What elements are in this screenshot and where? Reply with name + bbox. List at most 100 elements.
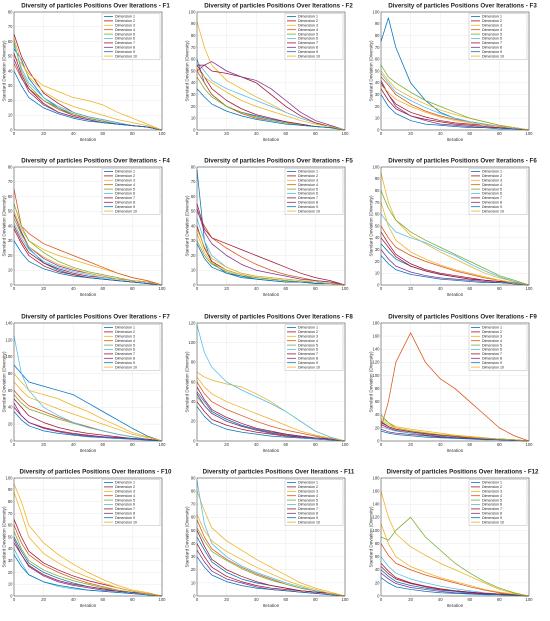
y-tick-label: 160 bbox=[372, 333, 380, 338]
series-line-dimension-8 bbox=[197, 61, 346, 131]
x-tick-label: 100 bbox=[525, 442, 533, 447]
y-axis-label: Standard Deviation (Diversity) bbox=[185, 351, 190, 412]
y-tick-label: 70 bbox=[374, 45, 379, 50]
legend-entry: Dimension 4 bbox=[115, 183, 135, 187]
x-tick-label: 20 bbox=[41, 597, 46, 602]
chart-title: Diversity of particles Positions Over It… bbox=[205, 3, 354, 10]
legend-entry: Dimension 4 bbox=[298, 494, 318, 498]
y-axis-label: Standard Deviation (Diversity) bbox=[368, 351, 373, 412]
series-line-dimension-9 bbox=[380, 255, 529, 286]
legend-entry: Dimension 2 bbox=[298, 485, 318, 489]
y-tick-label: 60 bbox=[374, 212, 379, 217]
legend-entry: Dimension 5 bbox=[115, 343, 135, 347]
legend-entry: Dimension 7 bbox=[298, 352, 318, 356]
chart-title: Diversity of particles Positions Over It… bbox=[388, 313, 537, 320]
y-axis-label: Standard Deviation (Diversity) bbox=[368, 195, 373, 256]
x-axis-label: Iteration bbox=[446, 137, 463, 142]
x-tick-label: 60 bbox=[284, 286, 289, 291]
x-tick-label: 40 bbox=[438, 286, 443, 291]
series-line-dimension-9 bbox=[380, 94, 529, 131]
axes-frame bbox=[13, 477, 163, 596]
legend-entry: Dimension 5 bbox=[298, 498, 318, 502]
y-tick-label: 180 bbox=[372, 475, 380, 480]
series-line-dimension-1 bbox=[13, 364, 163, 441]
y-tick-label: 40 bbox=[374, 80, 379, 85]
axes-frame bbox=[380, 167, 529, 286]
series-line-dimension-9 bbox=[196, 243, 346, 286]
y-tick-label: 60 bbox=[8, 39, 13, 44]
legend-entry: Dimension 3 bbox=[298, 179, 318, 183]
legend-entry: Dimension 4 bbox=[298, 183, 318, 187]
x-tick-label: 80 bbox=[313, 131, 318, 136]
y-tick-label: 50 bbox=[8, 209, 13, 214]
x-tick-label: 60 bbox=[467, 286, 472, 291]
x-tick-label: 80 bbox=[497, 131, 502, 136]
y-tick-label: 50 bbox=[191, 209, 196, 214]
x-tick-label: 100 bbox=[159, 286, 167, 291]
legend-entry: Dimension 9 bbox=[482, 360, 502, 364]
x-tick-label: 80 bbox=[130, 442, 135, 447]
legend-entry: Dimension 9 bbox=[298, 360, 318, 364]
legend-entry: Dimension 3 bbox=[298, 334, 318, 338]
y-tick-label: 20 bbox=[8, 98, 13, 103]
chart-panel-12: Diversity of particles Positions Over It… bbox=[368, 468, 539, 608]
y-tick-label: 40 bbox=[191, 80, 196, 85]
legend-entry: Dimension 8 bbox=[115, 356, 135, 360]
chart-title: Diversity of particles Positions Over It… bbox=[388, 158, 537, 165]
legend-entry: Dimension 3 bbox=[115, 334, 135, 338]
x-tick-label: 60 bbox=[284, 442, 289, 447]
legend-entry: Dimension 2 bbox=[482, 19, 502, 23]
x-tick-label: 80 bbox=[497, 442, 502, 447]
legend-entry: Dimension 1 bbox=[482, 170, 502, 174]
legend-entry: Dimension 10 bbox=[482, 365, 504, 369]
x-tick-label: 100 bbox=[342, 442, 350, 447]
legend-entry: Dimension 6 bbox=[482, 347, 502, 351]
series-line-dimension-8 bbox=[380, 80, 529, 131]
y-tick-label: 120 bbox=[372, 359, 380, 364]
axes-frame bbox=[380, 477, 529, 596]
y-axis-label: Standard Deviation (Diversity) bbox=[185, 195, 190, 256]
x-tick-label: 0 bbox=[13, 442, 16, 447]
x-tick-label: 100 bbox=[525, 286, 533, 291]
legend-entry: Dimension 3 bbox=[115, 24, 135, 28]
y-tick-label: 20 bbox=[374, 425, 379, 430]
chart-panel-11: Diversity of particles Positions Over It… bbox=[185, 468, 355, 608]
legend-entry: Dimension 8 bbox=[482, 356, 502, 360]
chart-panel-1: Diversity of particles Positions Over It… bbox=[2, 3, 171, 143]
series-line-dimension-9 bbox=[197, 405, 346, 441]
x-tick-label: 100 bbox=[342, 286, 350, 291]
series-line-dimension-7 bbox=[197, 64, 346, 131]
axes-frame bbox=[13, 11, 163, 131]
legend-entry: Dimension 9 bbox=[482, 50, 502, 54]
series-line-dimension-7 bbox=[380, 231, 529, 286]
y-tick-label: 80 bbox=[191, 33, 196, 38]
series-line-dimension-9 bbox=[197, 556, 346, 597]
chart-panel-4: Diversity of particles Positions Over It… bbox=[2, 158, 171, 298]
y-tick-label: 10 bbox=[8, 113, 13, 118]
series-line-dimension-9 bbox=[13, 554, 163, 597]
legend-entry: Dimension 8 bbox=[115, 511, 135, 515]
x-tick-label: 0 bbox=[379, 286, 382, 291]
legend-entry: Dimension 1 bbox=[298, 15, 318, 19]
series-line-dimension-3 bbox=[380, 173, 529, 286]
y-tick-label: 30 bbox=[191, 554, 196, 559]
x-tick-label: 40 bbox=[438, 442, 443, 447]
x-tick-label: 40 bbox=[71, 597, 76, 602]
y-tick-label: 140 bbox=[372, 501, 380, 506]
legend-entry: Dimension 10 bbox=[298, 520, 320, 524]
legend-entry: Dimension 7 bbox=[482, 196, 502, 200]
y-tick-label: 10 bbox=[8, 268, 13, 273]
x-axis-label: Iteration bbox=[446, 292, 463, 297]
legend-entry: Dimension 5 bbox=[298, 32, 318, 36]
y-tick-label: 70 bbox=[8, 179, 13, 184]
legend-entry: Dimension 2 bbox=[298, 330, 318, 334]
x-tick-label: 0 bbox=[379, 442, 382, 447]
y-tick-label: 30 bbox=[8, 238, 13, 243]
x-tick-label: 60 bbox=[100, 597, 105, 602]
legend-entry: Dimension 7 bbox=[115, 196, 135, 200]
legend-entry: Dimension 2 bbox=[115, 19, 135, 23]
y-tick-label: 70 bbox=[374, 200, 379, 205]
legend-entry: Dimension 10 bbox=[482, 54, 504, 58]
series-line-dimension-9 bbox=[197, 88, 346, 131]
y-tick-label: 40 bbox=[191, 224, 196, 229]
